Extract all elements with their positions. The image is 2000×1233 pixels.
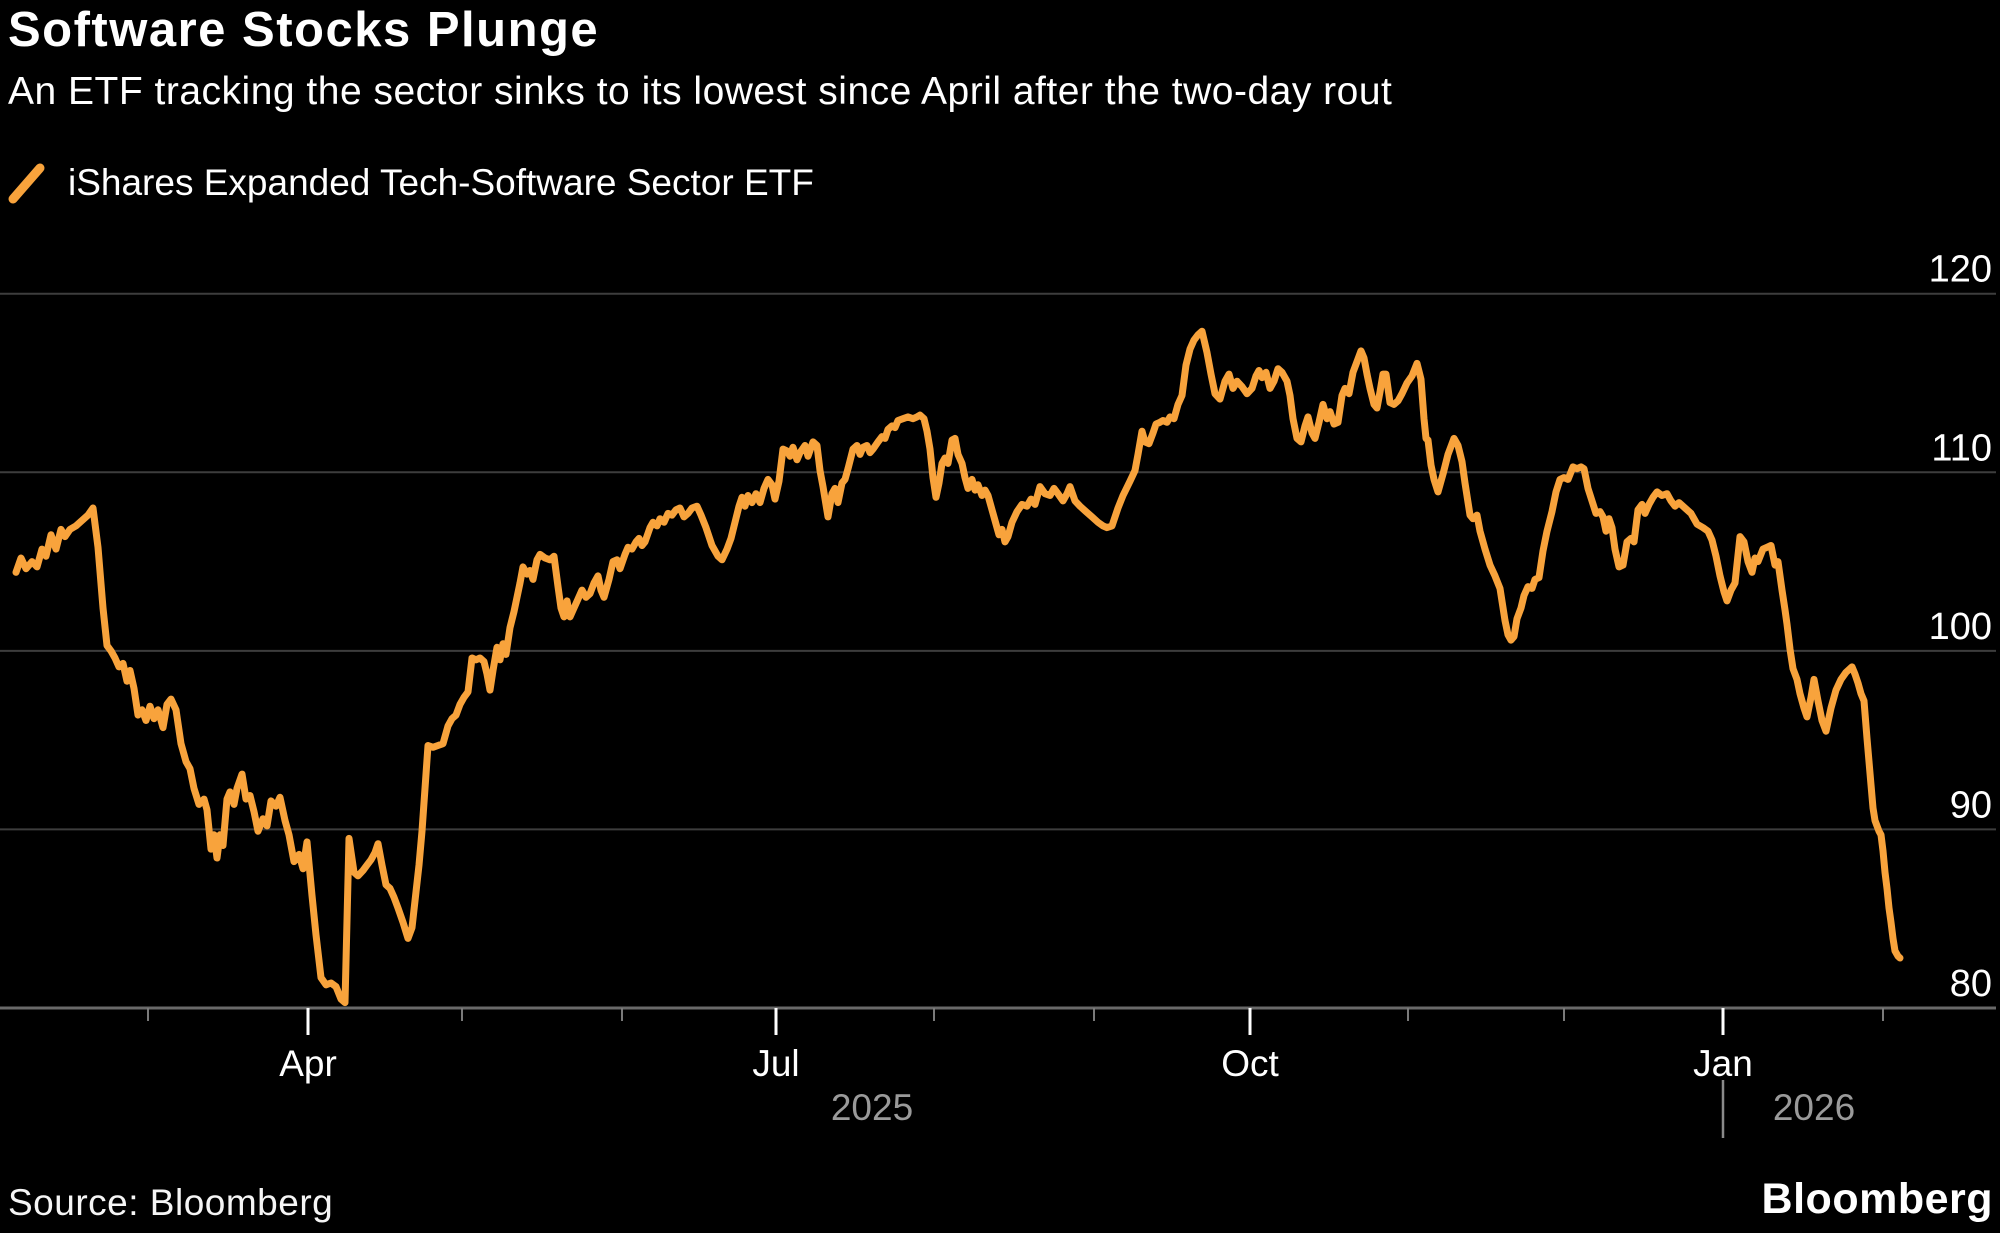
x-axis-month-label: Jul: [752, 1043, 799, 1084]
chart-title: Software Stocks Plunge: [8, 3, 600, 57]
y-axis-label: 120: [1929, 249, 1992, 291]
y-axis-label: 90: [1950, 784, 1992, 826]
legend-series-label: iShares Expanded Tech-Software Sector ET…: [68, 162, 814, 203]
legend-swatch-icon: [8, 163, 45, 204]
bloomberg-logo: Bloomberg: [1761, 1175, 1993, 1223]
x-axis-year-label: 2025: [831, 1087, 913, 1128]
y-axis-label: 100: [1929, 606, 1992, 648]
x-axis-month-label: Jan: [1693, 1043, 1753, 1084]
x-axis-month-label: Apr: [279, 1043, 337, 1084]
x-axis-month-label: Oct: [1221, 1043, 1279, 1084]
etf-price-line: [12, 327, 1904, 1007]
chart-subtitle: An ETF tracking the sector sinks to its …: [8, 70, 1393, 113]
y-axis-label: 80: [1950, 963, 1992, 1005]
x-axis-year-label: 2026: [1773, 1087, 1855, 1128]
legend: iShares Expanded Tech-Software Sector ET…: [6, 160, 814, 206]
y-axis-label: 110: [1931, 427, 1992, 469]
source-label: Source: Bloomberg: [8, 1182, 334, 1223]
